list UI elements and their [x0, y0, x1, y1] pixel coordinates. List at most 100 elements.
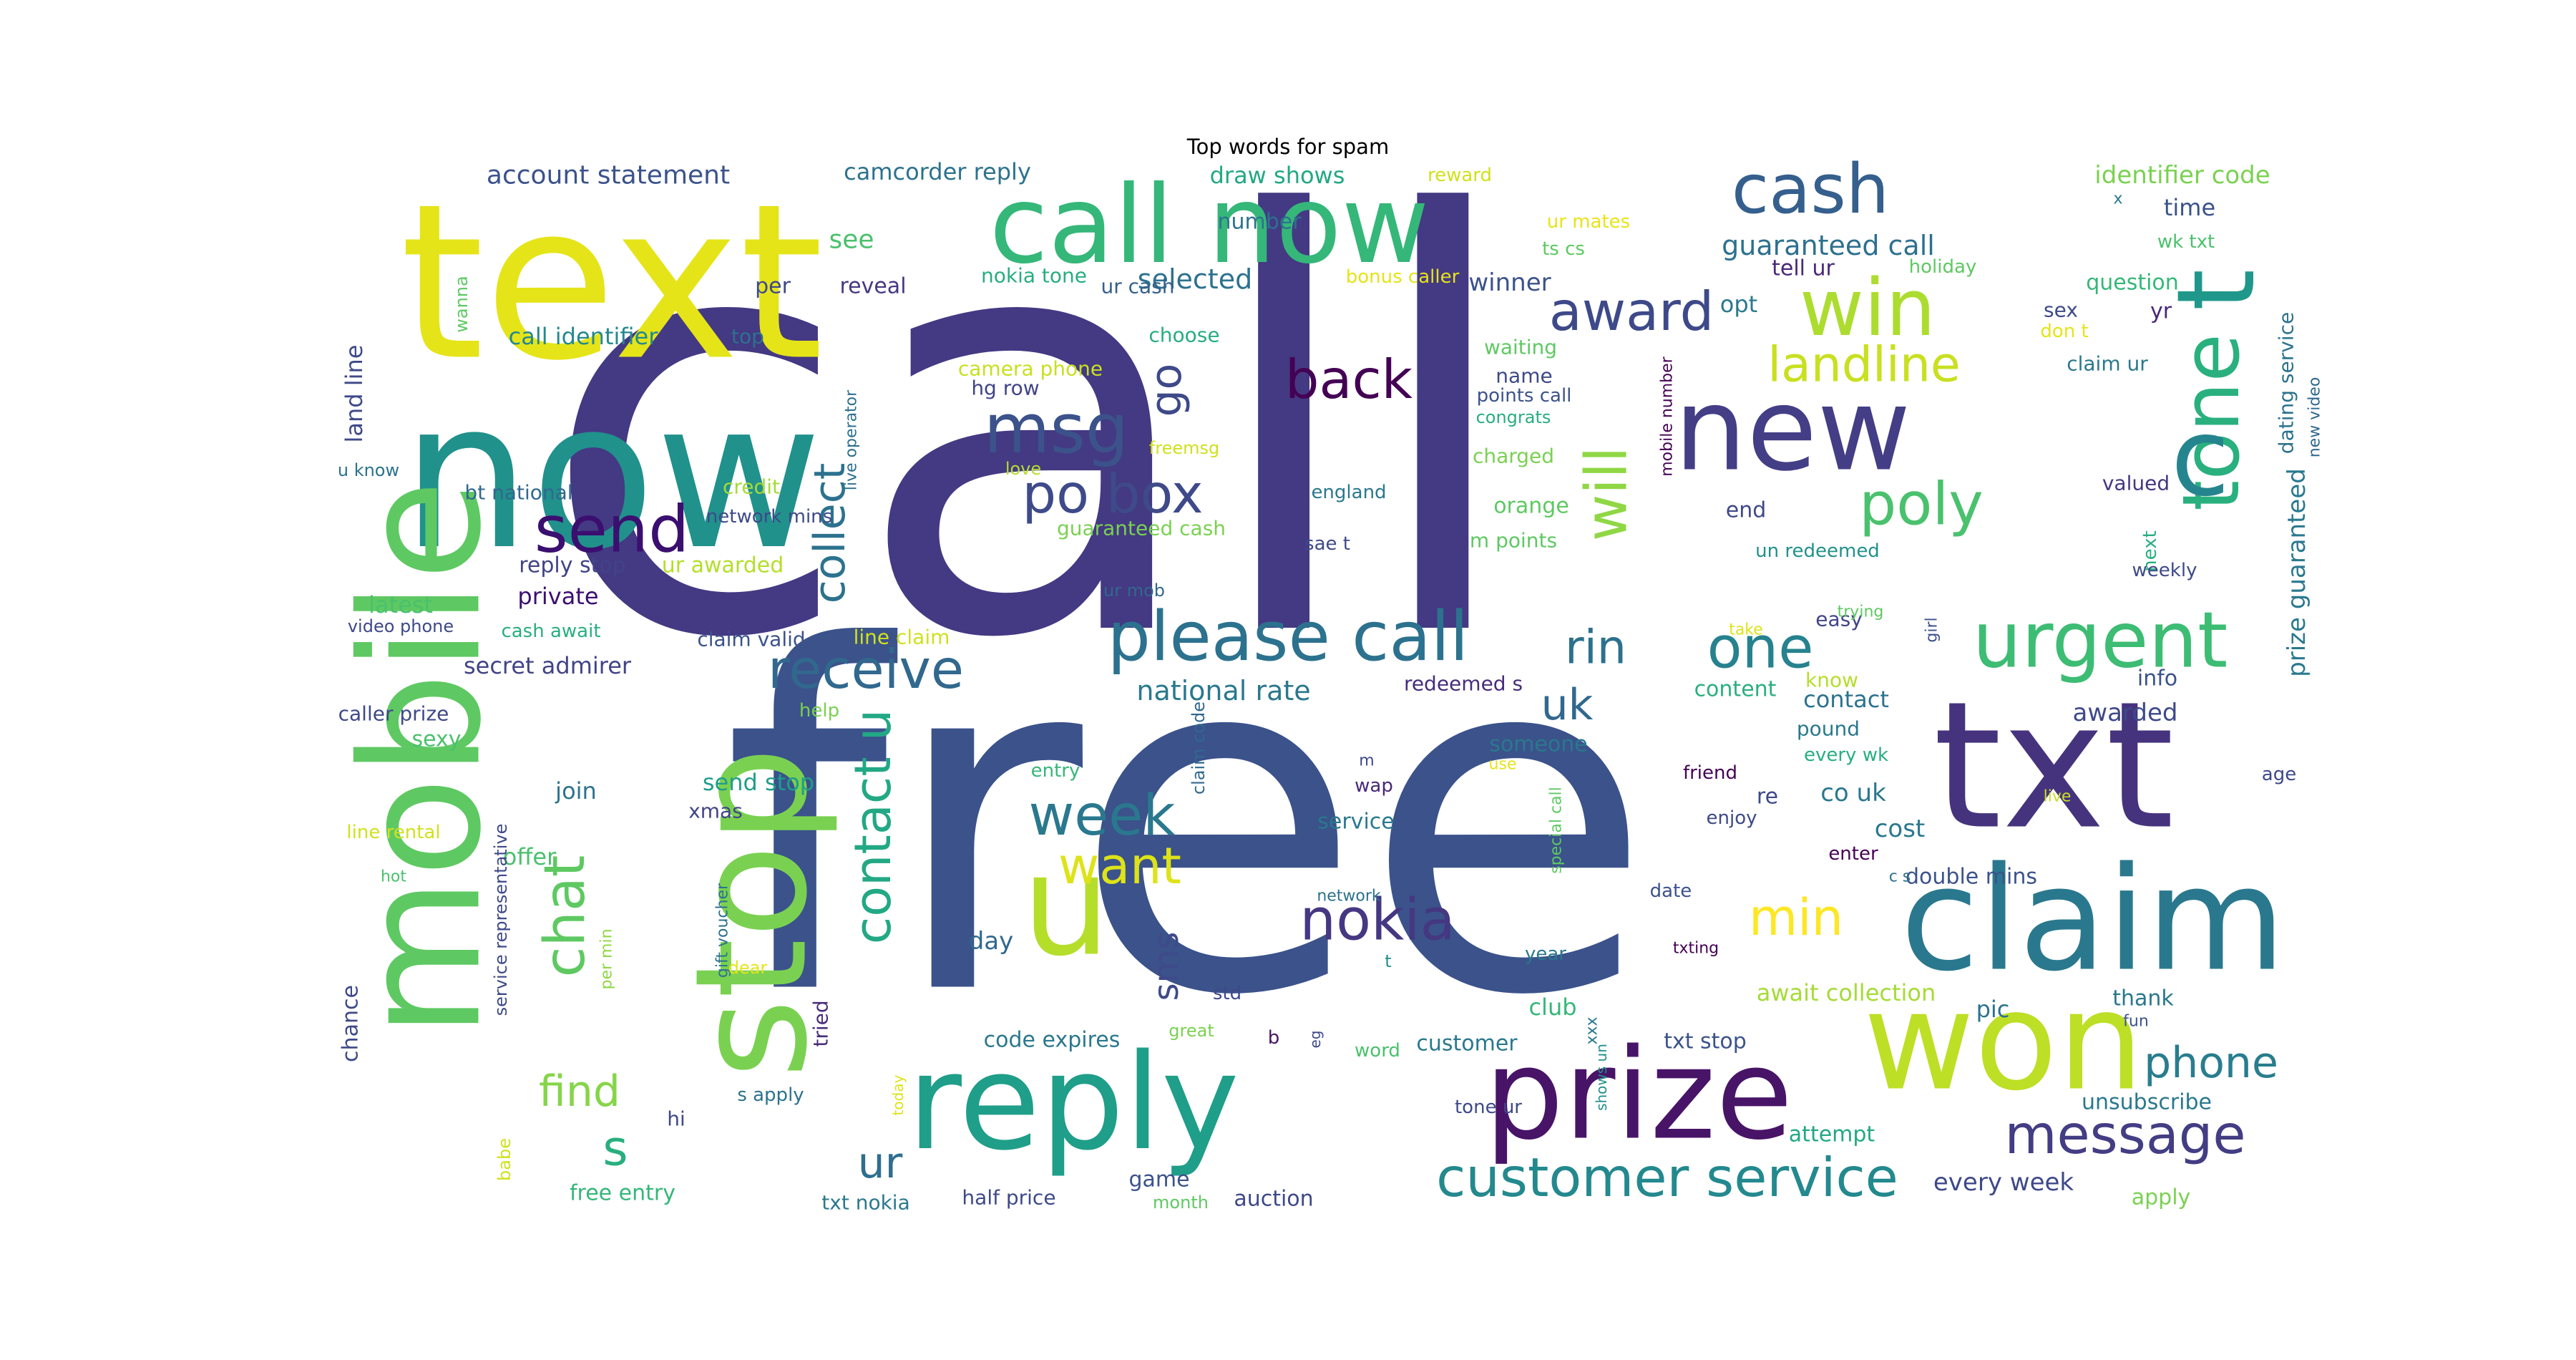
cloud-word: caller prize: [338, 702, 449, 726]
cloud-word: entry: [1031, 760, 1080, 782]
cloud-word: stop: [662, 747, 841, 1079]
cloud-word: fun: [2123, 1013, 2149, 1031]
cloud-word: call: [539, 96, 1523, 763]
cloud-word: help: [799, 700, 839, 722]
cloud-word: award: [1549, 280, 1714, 343]
cloud-word: opt: [1720, 291, 1757, 318]
cloud-word: date: [1650, 880, 1692, 902]
cloud-word: offer: [503, 843, 557, 870]
cloud-word: every wk: [1804, 744, 1888, 766]
cloud-word: video phone: [348, 616, 454, 636]
cloud-word: today: [889, 1074, 907, 1115]
cloud-word: poly: [1859, 471, 1984, 539]
cloud-word: hi: [667, 1107, 686, 1131]
cloud-word: re: [1757, 785, 1778, 810]
cloud-word: double mins: [1906, 865, 2037, 890]
cloud-word: hg row: [971, 377, 1039, 400]
cloud-word: content: [1694, 677, 1777, 702]
cloud-word: service representative: [491, 824, 511, 1016]
cloud-word: cash await: [501, 621, 600, 642]
cloud-word: secret admirer: [464, 652, 632, 679]
cloud-word: thank: [2112, 986, 2174, 1011]
cloud-word: ur: [858, 1138, 903, 1188]
cloud-word: will: [1574, 447, 1640, 541]
cloud-word: x: [2113, 190, 2122, 208]
cloud-word: trying: [1838, 603, 1884, 621]
cloud-word: account statement: [487, 161, 730, 190]
cloud-word: wanna: [452, 276, 472, 332]
cloud-word: xmas: [688, 800, 743, 823]
cloud-word: take: [1729, 621, 1763, 639]
cloud-word: want: [1058, 837, 1181, 895]
cloud-word: chat: [533, 855, 597, 978]
cloud-word: draw shows: [1210, 162, 1345, 189]
cloud-word: tone ur: [1455, 1097, 1522, 1118]
cloud-word: new video: [2306, 377, 2324, 458]
cloud-word: m: [1359, 752, 1374, 770]
cloud-word: collect: [805, 463, 855, 603]
cloud-word: shows un: [1593, 1044, 1610, 1111]
cloud-word: receive: [768, 638, 964, 701]
cloud-word: min: [1749, 888, 1843, 947]
cloud-word: prize: [1484, 1023, 1792, 1168]
cloud-word: message: [2004, 1103, 2245, 1166]
cloud-word: live operator: [843, 389, 861, 490]
cloud-word: landline: [1767, 337, 1961, 394]
cloud-word: urgent: [1973, 596, 2228, 686]
cloud-word: babe: [494, 1138, 514, 1181]
cloud-word: tone: [2165, 334, 2257, 511]
cloud-word: holiday: [1909, 256, 1977, 278]
cloud-word: send stop: [703, 769, 814, 796]
cloud-word: wap: [1355, 775, 1393, 797]
cloud-word: customer: [1416, 1031, 1518, 1057]
cloud-word: tried: [809, 1000, 833, 1046]
cloud-word: ur mates: [1547, 211, 1630, 233]
cloud-word: join: [555, 777, 597, 805]
cloud-word: prize guaranteed: [2283, 468, 2311, 677]
cloud-word: game: [1128, 1167, 1189, 1193]
cloud-word: claim valid: [697, 628, 805, 651]
cloud-word: txt: [1933, 664, 2174, 868]
cloud-word: b: [1268, 1027, 1280, 1049]
cloud-word: girl: [1923, 617, 1941, 642]
cloud-word: u: [1022, 825, 1111, 987]
cloud-word: one: [1707, 615, 1814, 681]
cloud-word: eg: [1307, 1031, 1324, 1049]
cloud-word: special call: [1548, 787, 1566, 874]
cloud-word: next: [2140, 530, 2161, 572]
cloud-word: england: [1311, 482, 1386, 503]
cloud-word: c s: [1889, 868, 1911, 886]
cloud-word: private: [517, 583, 598, 610]
cloud-word: camcorder reply: [844, 158, 1031, 185]
cloud-word: s: [602, 1121, 628, 1177]
cloud-word: rin: [1565, 621, 1626, 675]
cloud-word: please call: [1108, 598, 1469, 676]
cloud-word: great: [1169, 1021, 1214, 1041]
cloud-word: line rental: [346, 822, 440, 843]
cloud-word: year: [1525, 943, 1566, 965]
cloud-word: national rate: [1136, 675, 1310, 706]
cloud-word: s apply: [737, 1084, 804, 1106]
cloud-word: text: [400, 158, 824, 408]
cloud-word: ur cash: [1101, 275, 1174, 298]
cloud-word: month: [1153, 1193, 1209, 1213]
cloud-word: claim code: [1189, 701, 1209, 795]
cloud-word: free entry: [570, 1181, 675, 1206]
cloud-word: contact u: [844, 709, 902, 945]
cloud-word: guaranteed cash: [1057, 517, 1226, 540]
cloud-word: free: [722, 548, 1653, 1099]
cloud-word: redeemed s: [1404, 672, 1523, 696]
cloud-word: enter: [1828, 843, 1878, 865]
cloud-word: sae t: [1304, 533, 1350, 555]
cloud-word: attempt: [1789, 1122, 1875, 1147]
cloud-word: back: [1285, 348, 1413, 411]
cloud-word: auction: [1234, 1187, 1313, 1212]
cloud-word: identifier code: [2094, 161, 2270, 190]
cloud-word: code expires: [984, 1028, 1121, 1053]
cloud-word: unsubscribe: [2082, 1090, 2212, 1115]
cloud-word: claim: [1901, 837, 2285, 1004]
cloud-word: customer service: [1436, 1146, 1898, 1209]
cloud-word: new: [1674, 363, 1911, 497]
cloud-word: someone: [1489, 732, 1588, 757]
